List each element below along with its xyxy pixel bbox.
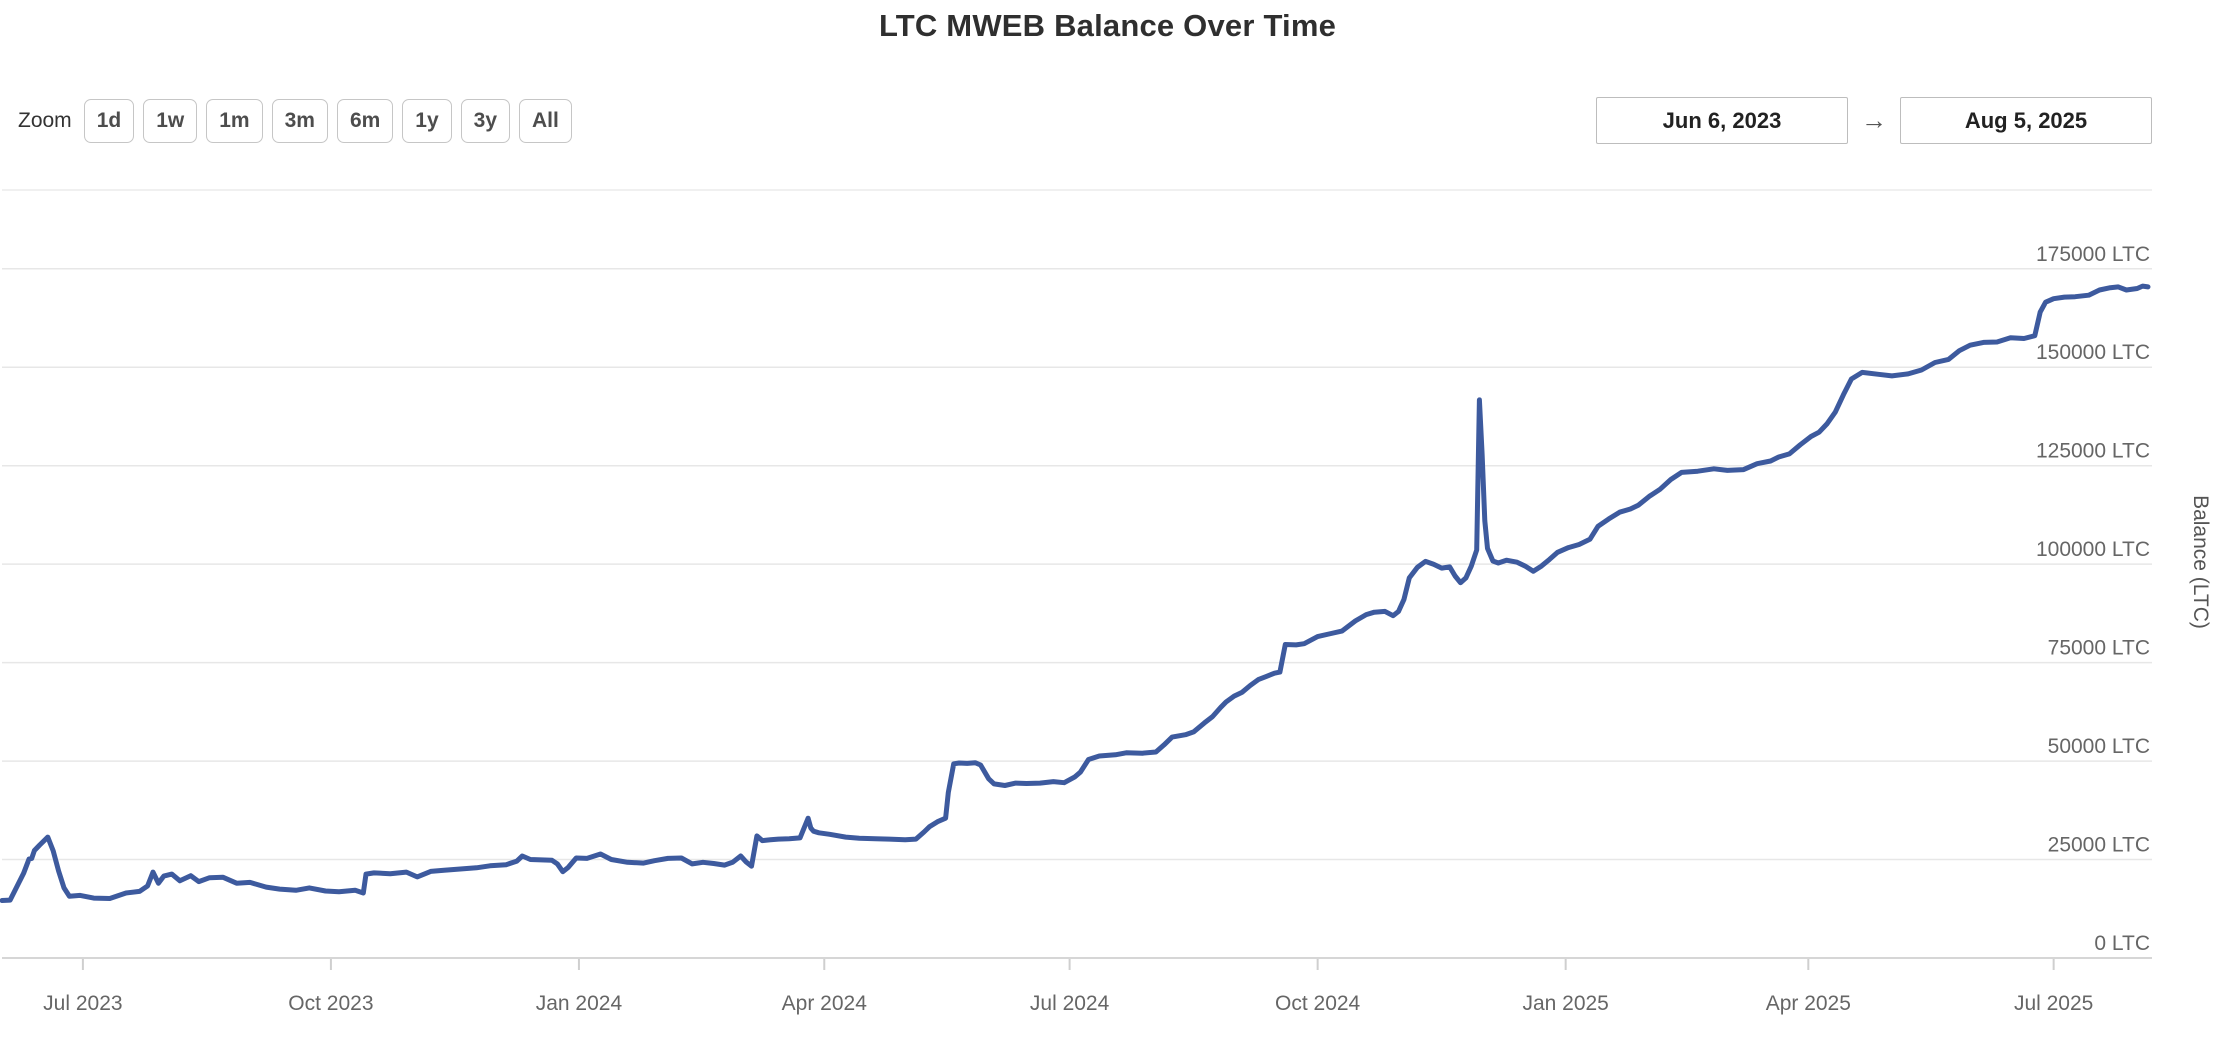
zoom-label: Zoom <box>18 108 72 132</box>
zoom-button-3y[interactable]: 3y <box>460 98 511 143</box>
range-arrow-icon: → <box>1861 105 1887 135</box>
date-range-inputs: Jun 6, 2023 → Aug 5, 2025 <box>1596 97 2152 144</box>
y-axis-label: 75000 LTC <box>2048 637 2150 660</box>
y-axis-label: 50000 LTC <box>2048 735 2150 758</box>
y-axis-label: 25000 LTC <box>2048 834 2150 857</box>
x-axis-label: Jul 2025 <box>2014 992 2093 1015</box>
balance-series-line <box>0 283 2151 903</box>
y-axis-label: 175000 LTC <box>2036 243 2150 266</box>
x-axis-label: Jul 2023 <box>43 992 122 1015</box>
y-axis-label: 125000 LTC <box>2036 440 2150 463</box>
zoom-button-1w[interactable]: 1w <box>143 98 198 143</box>
zoom-button-group: 1d 1w 1m 3m 6m 1y 3y All <box>83 98 572 143</box>
x-axis-label: Apr 2024 <box>782 992 868 1015</box>
y-axis-title: Balance (LTC) <box>2189 495 2212 629</box>
zoom-button-all[interactable]: All <box>519 98 572 143</box>
y-axis-label: 100000 LTC <box>2036 538 2150 561</box>
x-axis-label: Oct 2024 <box>1275 992 1361 1015</box>
x-axis-label: Jul 2024 <box>1030 992 1110 1015</box>
range-to-input[interactable]: Aug 5, 2025 <box>1900 97 2152 144</box>
zoom-button-1m[interactable]: 1m <box>206 98 263 143</box>
range-from-input[interactable]: Jun 6, 2023 <box>1596 97 1848 144</box>
x-axis-label: Apr 2025 <box>1766 992 1851 1015</box>
zoom-button-1d[interactable]: 1d <box>83 98 135 143</box>
x-axis-label: Jan 2025 <box>1522 992 1608 1015</box>
zoom-button-1y[interactable]: 1y <box>402 98 452 143</box>
x-axis-label: Jan 2024 <box>536 992 623 1015</box>
y-axis-label: 0 LTC <box>2094 932 2150 955</box>
zoom-button-6m[interactable]: 6m <box>336 98 394 143</box>
x-axis-label: Oct 2023 <box>288 992 373 1015</box>
zoom-button-3m[interactable]: 3m <box>271 98 328 143</box>
range-selector-toolbar: Zoom 1d 1w 1m 3m 6m 1y 3y All <box>18 98 572 143</box>
y-axis-label: 150000 LTC <box>2036 341 2150 364</box>
page-title: LTC MWEB Balance Over Time <box>878 8 1337 43</box>
chart-plot-area[interactable] <box>2 190 2148 958</box>
